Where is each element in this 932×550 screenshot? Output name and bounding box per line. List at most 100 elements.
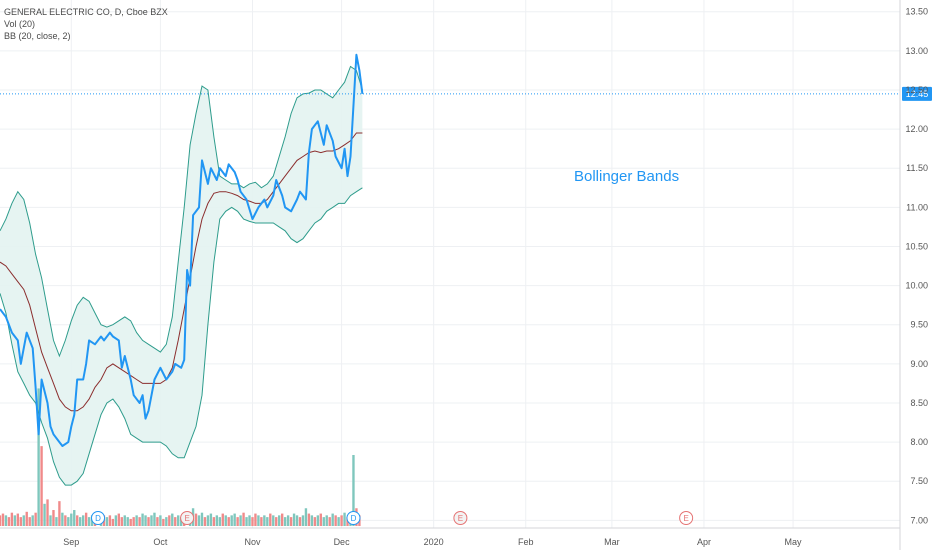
volume-bar bbox=[168, 515, 171, 526]
volume-bar bbox=[304, 508, 308, 526]
volume-indicator-line[interactable]: Vol (20) bbox=[4, 19, 36, 29]
volume-bar bbox=[301, 515, 305, 526]
volume-bar bbox=[310, 515, 314, 526]
volume-bar bbox=[206, 515, 210, 526]
volume-bar bbox=[120, 517, 123, 526]
volume-bar bbox=[239, 515, 242, 526]
volume-bar bbox=[254, 513, 257, 526]
volume-bar bbox=[177, 515, 180, 526]
volume-bar bbox=[141, 513, 144, 526]
volume-bar bbox=[269, 513, 272, 526]
event-marker-dividend bbox=[346, 511, 361, 525]
x-tick-label: Apr bbox=[697, 537, 711, 547]
volume-bar bbox=[84, 512, 88, 526]
volume-bar bbox=[162, 518, 165, 526]
volume-bar bbox=[105, 517, 109, 526]
volume-bar bbox=[352, 455, 355, 526]
volume-bar bbox=[331, 513, 334, 526]
volume-bar bbox=[257, 515, 260, 526]
volume-bar bbox=[108, 515, 112, 526]
volume-bar bbox=[76, 515, 79, 526]
bollinger-indicator-line[interactable]: BB (20, close, 2) bbox=[4, 31, 71, 41]
event-marker-dividend bbox=[91, 511, 106, 525]
volume-bar bbox=[242, 512, 245, 526]
volume-bar bbox=[215, 515, 219, 526]
volume-bar bbox=[64, 515, 67, 526]
volume-bar bbox=[245, 517, 248, 526]
volume-bar bbox=[61, 512, 64, 526]
volume-bar bbox=[25, 511, 28, 526]
volume-bar bbox=[153, 512, 156, 526]
volume-bar bbox=[4, 515, 8, 526]
y-tick-label: 9.50 bbox=[910, 320, 928, 330]
event-marker-label: E bbox=[683, 514, 688, 523]
volume-bar bbox=[46, 499, 49, 526]
volume-bar bbox=[266, 517, 269, 526]
volume-bar bbox=[147, 517, 150, 526]
volume-bar bbox=[316, 515, 320, 526]
volume-bar bbox=[1, 513, 5, 526]
volume-bar bbox=[292, 513, 296, 526]
volume-bar bbox=[233, 513, 236, 526]
x-tick-label: Nov bbox=[244, 537, 261, 547]
x-tick-label: Feb bbox=[518, 537, 534, 547]
y-tick-label: 8.00 bbox=[910, 437, 928, 447]
volume-bar bbox=[278, 515, 281, 526]
bollinger-band-fill bbox=[0, 66, 363, 486]
indicator-lines bbox=[0, 53, 364, 486]
volume-bar bbox=[334, 515, 337, 526]
volume-bar bbox=[40, 446, 43, 526]
y-tick-label: 13.50 bbox=[905, 7, 928, 17]
price-line bbox=[0, 53, 364, 447]
volume-bar bbox=[337, 517, 340, 526]
lower-band-line bbox=[0, 187, 363, 486]
volume-bar bbox=[197, 515, 201, 526]
volume-bar bbox=[123, 515, 126, 526]
volume-bar bbox=[159, 515, 162, 526]
symbol-line[interactable]: GENERAL ELECTRIC CO, D, Cboe BZX bbox=[4, 7, 168, 17]
x-tick-label: Dec bbox=[334, 537, 351, 547]
event-marker-earnings bbox=[453, 511, 468, 525]
volume-bar bbox=[114, 515, 118, 526]
volume-bar bbox=[322, 517, 325, 526]
grid bbox=[0, 0, 900, 528]
volume-bar bbox=[52, 510, 55, 526]
volume-bar bbox=[295, 515, 299, 526]
volume-bar bbox=[236, 517, 239, 526]
event-marker-label: E bbox=[458, 514, 463, 523]
volume-bar bbox=[73, 510, 76, 526]
upper-band-line bbox=[0, 65, 363, 358]
volume-bar bbox=[37, 388, 40, 526]
volume-bar bbox=[325, 515, 328, 526]
y-tick-label: 7.50 bbox=[910, 476, 928, 486]
volume-bar bbox=[156, 517, 159, 526]
volume-bar bbox=[117, 513, 120, 526]
y-tick-label: 13.00 bbox=[905, 46, 928, 56]
volume-bar bbox=[126, 517, 129, 526]
event-marker-label: D bbox=[95, 514, 101, 523]
volume-bar bbox=[49, 515, 52, 526]
y-tick-label: 11.50 bbox=[906, 163, 928, 173]
event-marker-label: D bbox=[351, 514, 357, 523]
y-tick-label: 12.50 bbox=[905, 85, 928, 95]
volume-bar bbox=[10, 512, 14, 526]
volume-bar bbox=[298, 517, 302, 526]
x-tick-label: Oct bbox=[153, 537, 168, 547]
y-tick-label: 11.00 bbox=[906, 202, 928, 212]
x-tick-label: 2020 bbox=[424, 537, 444, 547]
volume-bar bbox=[328, 517, 331, 526]
volume-bar bbox=[13, 515, 17, 526]
volume-bar bbox=[132, 517, 135, 526]
volume-bar bbox=[43, 503, 46, 526]
volume-bar bbox=[212, 517, 216, 526]
volume-bar bbox=[79, 517, 82, 526]
last-price-badge bbox=[902, 86, 932, 101]
volume-bar bbox=[87, 517, 91, 526]
last-price-label: 12.45 bbox=[906, 89, 929, 99]
y-tick-label: 8.50 bbox=[910, 398, 928, 408]
y-tick-label: 9.00 bbox=[910, 359, 928, 369]
volume-bar bbox=[16, 513, 20, 526]
